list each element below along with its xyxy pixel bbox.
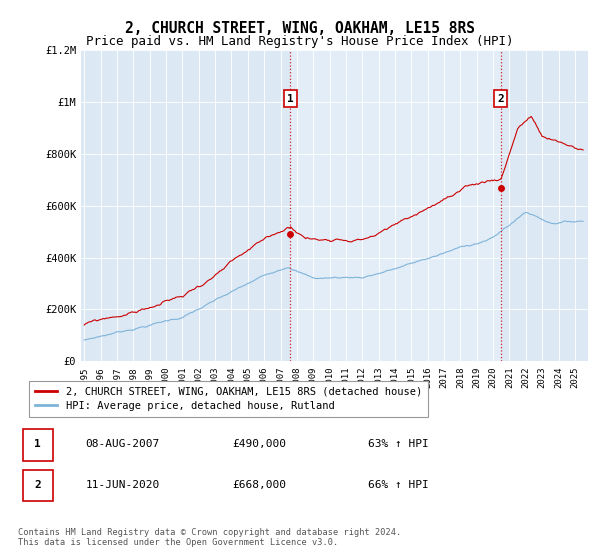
FancyBboxPatch shape	[23, 470, 53, 501]
Text: 1: 1	[34, 439, 41, 449]
Text: 2: 2	[34, 480, 41, 490]
Text: 66% ↑ HPI: 66% ↑ HPI	[368, 480, 428, 490]
Text: £490,000: £490,000	[232, 439, 286, 449]
Text: £668,000: £668,000	[232, 480, 286, 490]
FancyBboxPatch shape	[23, 430, 53, 460]
Bar	[290, 50, 500, 361]
Text: 08-AUG-2007: 08-AUG-2007	[86, 439, 160, 449]
Text: Price paid vs. HM Land Registry's House Price Index (HPI): Price paid vs. HM Land Registry's House …	[86, 35, 514, 48]
Text: 1: 1	[287, 94, 293, 104]
Text: 2: 2	[497, 94, 504, 104]
Text: 11-JUN-2020: 11-JUN-2020	[86, 480, 160, 490]
Legend: 2, CHURCH STREET, WING, OAKHAM, LE15 8RS (detached house), HPI: Average price, d: 2, CHURCH STREET, WING, OAKHAM, LE15 8RS…	[29, 381, 428, 417]
Text: 63% ↑ HPI: 63% ↑ HPI	[368, 439, 428, 449]
Text: Contains HM Land Registry data © Crown copyright and database right 2024.
This d: Contains HM Land Registry data © Crown c…	[18, 528, 401, 547]
Text: 2, CHURCH STREET, WING, OAKHAM, LE15 8RS: 2, CHURCH STREET, WING, OAKHAM, LE15 8RS	[125, 21, 475, 36]
